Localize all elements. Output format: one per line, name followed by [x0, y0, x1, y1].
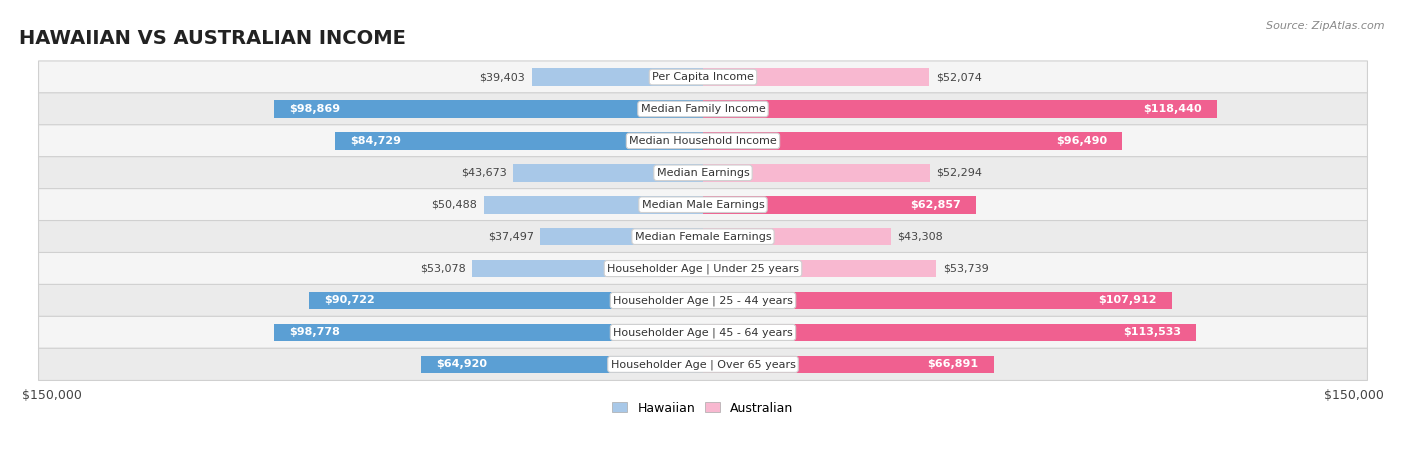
Bar — [531, 68, 703, 86]
Bar — [703, 164, 931, 182]
Text: $53,739: $53,739 — [943, 263, 988, 274]
Bar — [703, 100, 1218, 118]
Text: $50,488: $50,488 — [432, 200, 477, 210]
Bar — [703, 68, 929, 86]
Text: $98,869: $98,869 — [288, 104, 340, 114]
Text: $37,497: $37,497 — [488, 232, 534, 241]
Text: $52,294: $52,294 — [936, 168, 983, 178]
Text: $53,078: $53,078 — [420, 263, 465, 274]
Bar — [274, 100, 703, 118]
FancyBboxPatch shape — [38, 93, 1368, 125]
Bar — [703, 292, 1171, 309]
Text: Householder Age | 45 - 64 years: Householder Age | 45 - 64 years — [613, 327, 793, 338]
Text: $52,074: $52,074 — [935, 72, 981, 82]
Bar — [513, 164, 703, 182]
Bar — [335, 132, 703, 149]
Text: $98,778: $98,778 — [290, 327, 340, 338]
Text: Median Family Income: Median Family Income — [641, 104, 765, 114]
Text: $43,308: $43,308 — [897, 232, 943, 241]
Text: $66,891: $66,891 — [927, 359, 979, 369]
Text: HAWAIIAN VS AUSTRALIAN INCOME: HAWAIIAN VS AUSTRALIAN INCOME — [20, 29, 406, 48]
Bar — [703, 196, 976, 213]
Text: Source: ZipAtlas.com: Source: ZipAtlas.com — [1267, 21, 1385, 31]
FancyBboxPatch shape — [38, 189, 1368, 221]
Text: $90,722: $90,722 — [325, 296, 375, 305]
Bar — [703, 228, 891, 246]
Bar — [420, 355, 703, 373]
Bar — [540, 228, 703, 246]
FancyBboxPatch shape — [38, 125, 1368, 157]
Bar — [472, 260, 703, 277]
FancyBboxPatch shape — [38, 284, 1368, 317]
Text: $107,912: $107,912 — [1098, 296, 1157, 305]
Bar — [274, 324, 703, 341]
Text: $43,673: $43,673 — [461, 168, 506, 178]
FancyBboxPatch shape — [38, 316, 1368, 348]
Bar — [703, 324, 1197, 341]
FancyBboxPatch shape — [38, 253, 1368, 285]
FancyBboxPatch shape — [38, 157, 1368, 189]
Text: $62,857: $62,857 — [910, 200, 960, 210]
Text: Householder Age | 25 - 44 years: Householder Age | 25 - 44 years — [613, 295, 793, 306]
FancyBboxPatch shape — [38, 220, 1368, 253]
Legend: Hawaiian, Australian: Hawaiian, Australian — [607, 396, 799, 419]
Text: Median Male Earnings: Median Male Earnings — [641, 200, 765, 210]
Text: $84,729: $84,729 — [350, 136, 401, 146]
Text: $113,533: $113,533 — [1123, 327, 1181, 338]
Text: Median Household Income: Median Household Income — [628, 136, 778, 146]
Text: $39,403: $39,403 — [479, 72, 526, 82]
Bar — [703, 355, 994, 373]
Bar — [309, 292, 703, 309]
Bar — [703, 260, 936, 277]
FancyBboxPatch shape — [38, 348, 1368, 381]
Text: $96,490: $96,490 — [1056, 136, 1107, 146]
Text: Householder Age | Over 65 years: Householder Age | Over 65 years — [610, 359, 796, 369]
Bar — [703, 132, 1122, 149]
Text: Householder Age | Under 25 years: Householder Age | Under 25 years — [607, 263, 799, 274]
FancyBboxPatch shape — [38, 61, 1368, 93]
Text: Median Female Earnings: Median Female Earnings — [634, 232, 772, 241]
Text: $118,440: $118,440 — [1143, 104, 1202, 114]
Text: $64,920: $64,920 — [436, 359, 488, 369]
Text: Median Earnings: Median Earnings — [657, 168, 749, 178]
Text: Per Capita Income: Per Capita Income — [652, 72, 754, 82]
Bar — [484, 196, 703, 213]
